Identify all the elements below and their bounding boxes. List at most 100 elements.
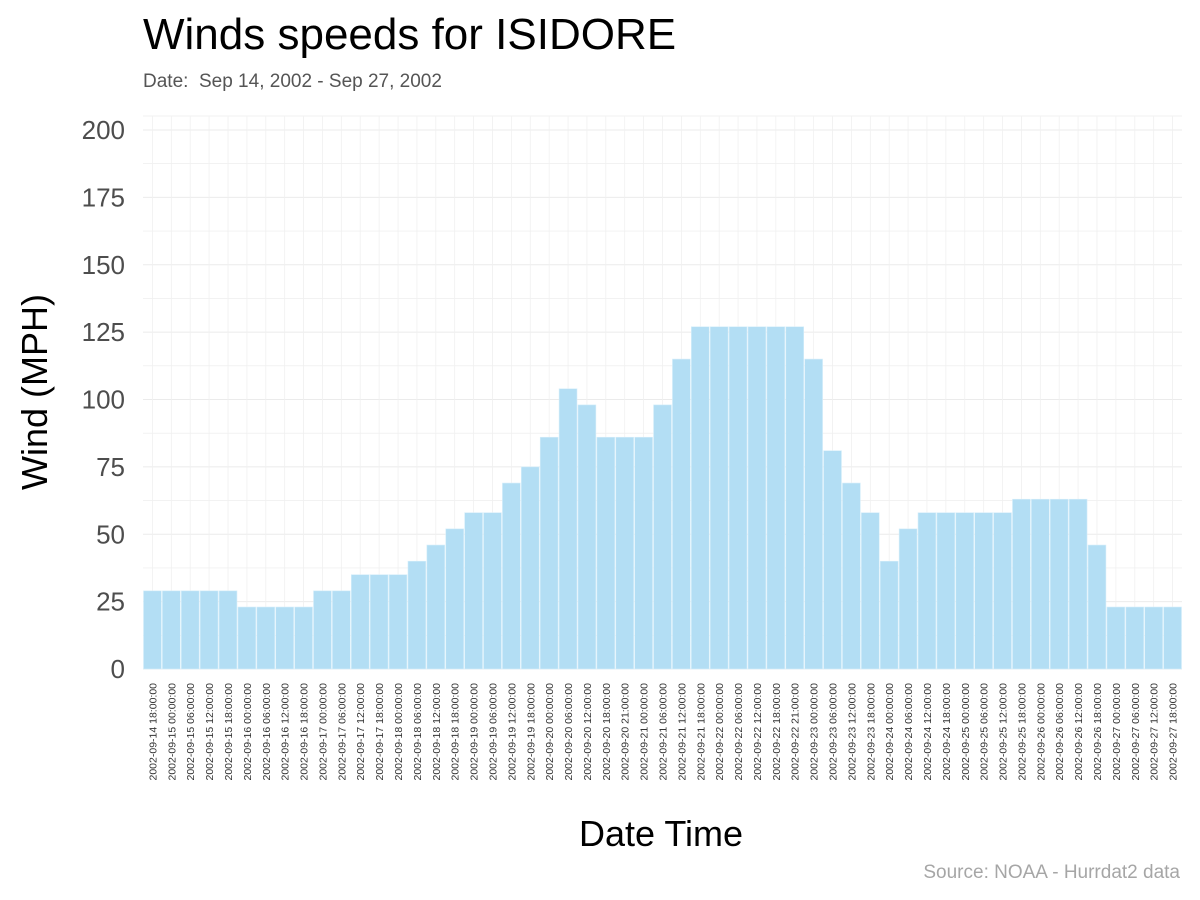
source-caption: Source: NOAA - Hurrdat2 data — [923, 862, 1180, 883]
bar — [917, 512, 937, 670]
bar — [275, 606, 294, 670]
bar — [1125, 606, 1145, 670]
bar — [936, 512, 956, 670]
bar — [879, 560, 899, 670]
bar — [445, 528, 464, 670]
y-tick-label: 25 — [96, 587, 125, 617]
y-tick-label: 75 — [96, 452, 125, 482]
bar — [369, 574, 389, 670]
x-tick-label: 2002-09-26 12:00:00 — [1073, 683, 1085, 781]
x-tick-label: 2002-09-23 06:00:00 — [828, 683, 840, 781]
bar — [728, 326, 748, 670]
x-tick-label: 2002-09-24 06:00:00 — [903, 683, 915, 781]
x-tick-labels: 2002-09-14 18:00:00 2002-09-15 00:00:00 20… — [147, 683, 1179, 781]
bar — [521, 466, 540, 670]
bar — [294, 606, 313, 670]
x-tick-label: 2002-09-15 12:00:00 — [204, 683, 216, 781]
y-tick-label: 200 — [82, 115, 125, 145]
x-tick-label: 2002-09-15 00:00:00 — [166, 683, 178, 781]
x-tick-label: 2002-09-23 18:00:00 — [865, 683, 877, 781]
bar — [596, 436, 616, 670]
bar — [1163, 606, 1182, 670]
x-tick-label: 2002-09-22 18:00:00 — [771, 683, 783, 781]
bar — [1049, 498, 1069, 670]
y-tick-label: 50 — [96, 519, 125, 549]
bar — [1031, 498, 1050, 670]
bar — [143, 590, 162, 670]
bar — [1106, 606, 1126, 670]
x-tick-label: 2002-09-22 21:00:00 — [790, 683, 802, 781]
y-tick-labels: 0 25 50 75 100 125 150 175 200 — [82, 115, 125, 684]
bar — [1012, 498, 1031, 670]
x-tick-label: 2002-09-16 00:00:00 — [242, 683, 254, 781]
bar — [199, 590, 219, 670]
bar — [653, 404, 672, 670]
x-tick-label: 2002-09-23 12:00:00 — [846, 683, 858, 781]
x-tick-label: 2002-09-21 06:00:00 — [658, 683, 670, 781]
x-tick-label: 2002-09-19 06:00:00 — [487, 683, 499, 781]
bar — [823, 450, 842, 670]
x-tick-label: 2002-09-17 18:00:00 — [374, 683, 386, 781]
bar — [218, 590, 238, 670]
x-tick-label: 2002-09-14 18:00:00 — [147, 683, 159, 781]
x-tick-label: 2002-09-18 00:00:00 — [393, 683, 405, 781]
x-tick-label: 2002-09-20 12:00:00 — [582, 683, 594, 781]
bar — [898, 528, 918, 670]
x-tick-label: 2002-09-26 00:00:00 — [1035, 683, 1047, 781]
bar — [502, 482, 521, 670]
bar — [1144, 606, 1163, 670]
bar — [539, 436, 559, 670]
bar — [634, 436, 653, 670]
x-tick-label: 2002-09-27 12:00:00 — [1149, 683, 1161, 781]
x-tick-label: 2002-09-18 18:00:00 — [450, 683, 462, 781]
bar — [237, 606, 257, 670]
x-tick-label: 2002-09-17 00:00:00 — [317, 683, 329, 781]
bar — [615, 436, 634, 670]
x-tick-label: 2002-09-15 06:00:00 — [185, 683, 197, 781]
x-tick-label: 2002-09-16 18:00:00 — [299, 683, 311, 781]
y-tick-label: 100 — [82, 385, 125, 415]
x-tick-label: 2002-09-22 00:00:00 — [714, 683, 726, 781]
bar — [842, 482, 861, 670]
x-tick-label: 2002-09-18 06:00:00 — [412, 683, 424, 781]
bar — [180, 590, 200, 670]
y-tick-label: 0 — [111, 654, 125, 684]
x-tick-label: 2002-09-24 18:00:00 — [941, 683, 953, 781]
x-tick-label: 2002-09-21 00:00:00 — [639, 683, 651, 781]
x-tick-label: 2002-09-22 12:00:00 — [752, 683, 764, 781]
bar — [1087, 544, 1107, 670]
x-tick-label: 2002-09-20 06:00:00 — [563, 683, 575, 781]
x-tick-label: 2002-09-20 00:00:00 — [544, 683, 556, 781]
bar — [1068, 498, 1088, 670]
chart-title: Winds speeds for ISIDORE — [143, 10, 677, 59]
bar — [577, 404, 597, 670]
bar — [558, 388, 578, 670]
y-axis-label: Wind (MPH) — [14, 294, 55, 490]
bar — [861, 512, 880, 670]
bar — [804, 358, 823, 670]
x-tick-label: 2002-09-16 12:00:00 — [280, 683, 292, 781]
x-tick-label: 2002-09-19 12:00:00 — [506, 683, 518, 781]
x-tick-label: 2002-09-27 00:00:00 — [1111, 683, 1123, 781]
x-tick-label: 2002-09-21 18:00:00 — [695, 683, 707, 781]
bar — [974, 512, 993, 670]
bars — [143, 326, 1182, 670]
x-tick-label: 2002-09-25 06:00:00 — [979, 683, 991, 781]
x-tick-label: 2002-09-17 06:00:00 — [336, 683, 348, 781]
y-tick-label: 125 — [82, 317, 125, 347]
bar — [388, 574, 408, 670]
x-tick-label: 2002-09-22 06:00:00 — [733, 683, 745, 781]
bar — [313, 590, 332, 670]
bar — [162, 590, 181, 670]
bar — [691, 326, 710, 670]
bar — [709, 326, 729, 670]
x-tick-label: 2002-09-20 21:00:00 — [620, 683, 632, 781]
x-tick-label: 2002-09-20 18:00:00 — [601, 683, 613, 781]
x-tick-label: 2002-09-18 12:00:00 — [431, 683, 443, 781]
bar — [256, 606, 276, 670]
y-tick-label: 150 — [82, 250, 125, 280]
bar — [785, 326, 804, 670]
bar — [483, 512, 502, 670]
bar — [993, 512, 1012, 670]
